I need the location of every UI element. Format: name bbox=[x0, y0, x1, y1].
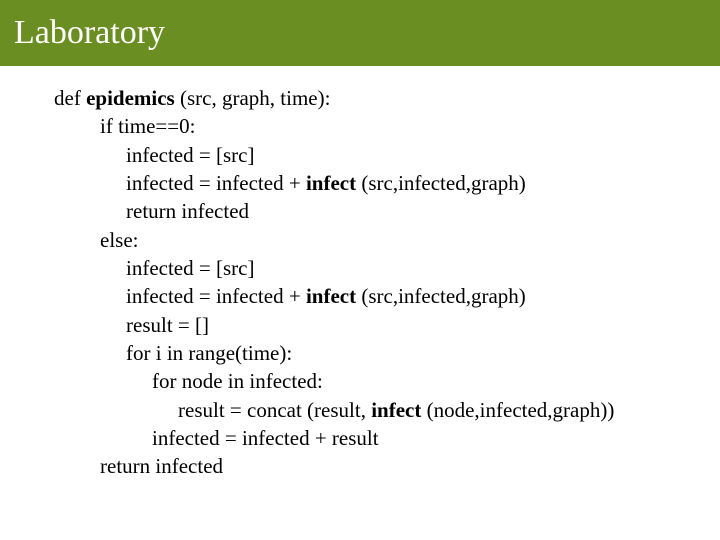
code-text: return infected bbox=[126, 199, 249, 223]
code-keyword: infect bbox=[306, 171, 361, 195]
code-text: def bbox=[54, 86, 86, 110]
code-text: else: bbox=[100, 228, 138, 252]
slide: Laboratory def epidemics (src, graph, ti… bbox=[0, 0, 720, 540]
code-line: infected = infected + infect (src,infect… bbox=[54, 282, 720, 310]
code-keyword: infect bbox=[371, 398, 426, 422]
code-text: infected = infected + bbox=[126, 284, 306, 308]
code-text: infected = infected + result bbox=[152, 426, 379, 450]
code-line: result = [] bbox=[54, 311, 720, 339]
code-line: infected = [src] bbox=[54, 141, 720, 169]
code-text: infected = infected + bbox=[126, 171, 306, 195]
code-keyword: infect bbox=[306, 284, 361, 308]
code-line: def epidemics (src, graph, time): bbox=[54, 84, 720, 112]
code-text: return infected bbox=[100, 454, 223, 478]
slide-header: Laboratory bbox=[0, 0, 720, 66]
code-text: (src,infected,graph) bbox=[361, 284, 525, 308]
code-text: for node in infected: bbox=[152, 369, 323, 393]
code-line: infected = infected + result bbox=[54, 424, 720, 452]
code-text: for i in range(time): bbox=[126, 341, 292, 365]
code-line: for node in infected: bbox=[54, 367, 720, 395]
code-line: else: bbox=[54, 226, 720, 254]
code-keyword: epidemics bbox=[86, 86, 180, 110]
code-text: (src, graph, time): bbox=[180, 86, 330, 110]
code-text: infected = [src] bbox=[126, 256, 254, 280]
code-line: return infected bbox=[54, 197, 720, 225]
code-line: for i in range(time): bbox=[54, 339, 720, 367]
code-line: infected = infected + infect (src,infect… bbox=[54, 169, 720, 197]
code-block: def epidemics (src, graph, time):if time… bbox=[0, 66, 720, 481]
code-text: result = [] bbox=[126, 313, 209, 337]
code-text: result = concat (result, bbox=[178, 398, 371, 422]
code-text: if time==0: bbox=[100, 114, 195, 138]
code-line: result = concat (result, infect (node,in… bbox=[54, 396, 720, 424]
slide-title: Laboratory bbox=[14, 14, 165, 52]
code-text: (src,infected,graph) bbox=[361, 171, 525, 195]
code-line: if time==0: bbox=[54, 112, 720, 140]
code-line: return infected bbox=[54, 452, 720, 480]
code-text: (node,infected,graph)) bbox=[427, 398, 615, 422]
code-line: infected = [src] bbox=[54, 254, 720, 282]
code-text: infected = [src] bbox=[126, 143, 254, 167]
